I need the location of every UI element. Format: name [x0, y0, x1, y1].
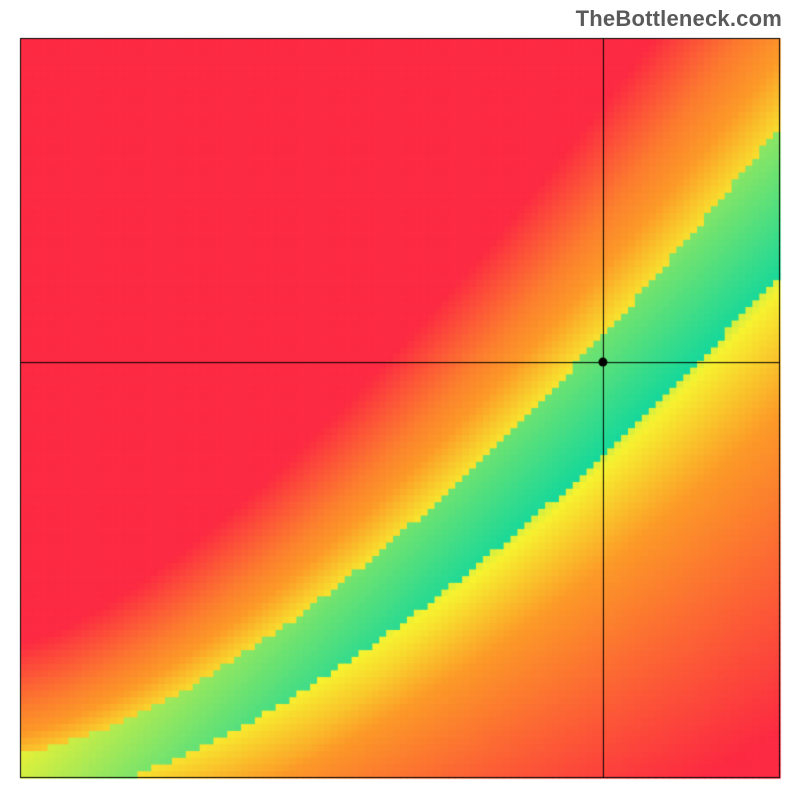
- chart-container: TheBottleneck.com: [0, 0, 800, 800]
- heatmap-canvas: [0, 0, 800, 800]
- watermark-text: TheBottleneck.com: [576, 6, 782, 32]
